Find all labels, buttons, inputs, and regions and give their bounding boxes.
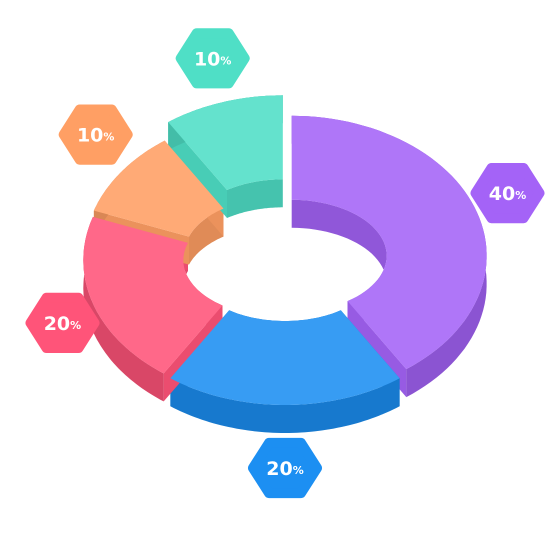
top-highlight <box>168 95 283 190</box>
value-number: 20 <box>44 312 70 334</box>
value-number: 10 <box>77 124 103 146</box>
label-badge <box>58 104 133 165</box>
value-unit: % <box>293 464 304 477</box>
top-face <box>168 95 283 190</box>
label-badge <box>175 28 250 89</box>
value-label: 10% <box>194 48 231 70</box>
value-label: 10% <box>77 124 114 146</box>
value-unit: % <box>103 131 114 144</box>
top-faces <box>83 95 487 405</box>
top-highlight <box>291 115 487 370</box>
top-highlight <box>170 310 400 405</box>
value-unit: % <box>70 319 81 332</box>
end-wall <box>168 122 227 218</box>
value-number: 20 <box>266 458 292 480</box>
value-label: 20% <box>44 312 81 334</box>
end-wall-shade <box>168 122 227 218</box>
value-label: 40% <box>489 183 526 205</box>
label-badge <box>25 292 100 353</box>
outer-wall-shade <box>170 378 400 433</box>
top-face <box>170 310 400 405</box>
value-unit: % <box>515 189 526 202</box>
value-number: 40 <box>489 183 515 205</box>
value-number: 10 <box>194 48 220 70</box>
inner-wall <box>227 179 283 218</box>
top-face <box>291 115 487 370</box>
label-badge <box>248 437 322 499</box>
top-highlight <box>93 140 224 237</box>
top-face <box>83 216 223 374</box>
top-highlight <box>83 216 223 374</box>
outer-wall <box>170 378 400 433</box>
value-label: 20% <box>266 458 303 480</box>
value-unit: % <box>220 54 231 67</box>
label-badge <box>470 163 545 224</box>
top-face <box>93 140 224 237</box>
inner-wall-shade <box>227 179 283 218</box>
